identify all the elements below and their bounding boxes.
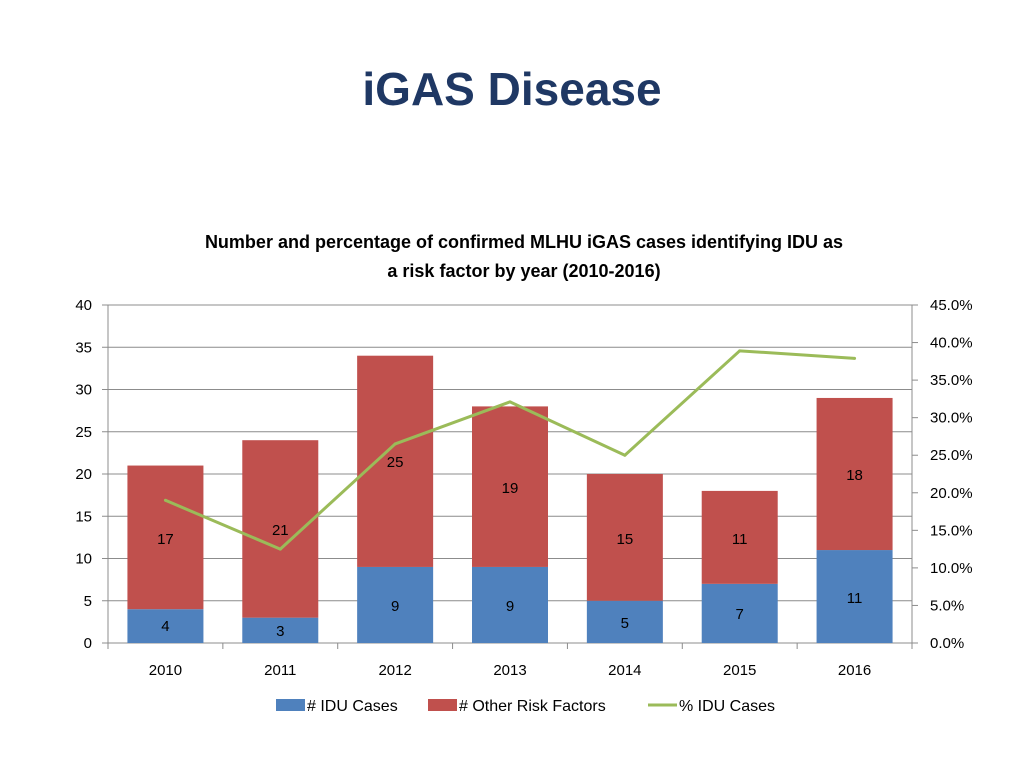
axes: 05101520253035400.0%5.0%10.0%15.0%20.0%2… (75, 297, 972, 679)
data-label-idu: 11 (847, 590, 863, 607)
data-label-other: 25 (387, 454, 404, 471)
y-tick-label: 5 (84, 593, 92, 610)
line-point-2011 (278, 547, 282, 551)
line-point-2012 (393, 442, 397, 446)
y2-tick-label: 20.0% (930, 485, 973, 502)
chart-title-line-2: a risk factor by year (2010-2016) (387, 261, 660, 281)
data-label-other: 17 (157, 531, 174, 548)
x-tick-label: 2014 (608, 662, 641, 679)
y2-tick-label: 35.0% (930, 372, 973, 389)
data-label-idu: 9 (391, 598, 399, 615)
data-label-other: 18 (846, 467, 863, 484)
bar-other-2013 (472, 406, 548, 567)
bar-other-2015 (701, 490, 778, 584)
bar-idu-2012 (357, 566, 434, 643)
legend-label-1: # Other Risk Factors (459, 698, 606, 715)
y2-tick-label: 10.0% (930, 560, 973, 577)
line-point-2015 (738, 349, 742, 353)
line-point-2010 (163, 498, 167, 502)
y2-tick-label: 40.0% (930, 335, 973, 352)
bar-idu-2016 (816, 550, 893, 643)
bar-other-2010 (127, 465, 204, 610)
data-label-other: 11 (732, 531, 748, 548)
data-label-idu: 4 (161, 618, 169, 635)
y2-tick-label: 15.0% (930, 522, 973, 539)
data-labels: 4 17 3 21 9 25 9 19 5 15 7 11 11 18 (157, 454, 863, 640)
x-tick-label: 2015 (723, 662, 756, 679)
x-tick-label: 2010 (149, 662, 182, 679)
line-series (163, 349, 857, 551)
bar-idu-2010 (127, 609, 204, 643)
y2-tick-label: 0.0% (930, 635, 964, 652)
bar-idu-2013 (472, 566, 548, 643)
data-label-other: 19 (502, 480, 519, 497)
bar-other-2016 (816, 397, 893, 551)
data-label-idu: 3 (276, 623, 284, 640)
legend-swatch-1 (428, 699, 457, 711)
bar-other-2014 (586, 474, 663, 601)
legend-label-0: # IDU Cases (307, 698, 398, 715)
chart-title: Number and percentage of confirmed MLHU … (205, 232, 843, 281)
bar-idu-2011 (242, 617, 319, 643)
line-point-2013 (508, 400, 512, 404)
data-label-idu: 5 (621, 615, 629, 632)
y2-tick-label: 5.0% (930, 597, 964, 614)
slide-title: iGAS Disease (362, 63, 662, 115)
legend: # IDU Cases # Other Risk Factors % IDU Cas… (276, 698, 775, 715)
y-tick-label: 15 (75, 508, 92, 525)
data-label-other: 15 (617, 531, 634, 548)
y2-tick-label: 45.0% (930, 297, 973, 314)
y2-tick-label: 25.0% (930, 447, 973, 464)
bars (127, 355, 893, 643)
y-tick-label: 25 (75, 424, 92, 441)
y-tick-label: 30 (75, 382, 92, 399)
y-tick-label: 35 (75, 339, 92, 356)
data-label-idu: 7 (736, 606, 744, 623)
bar-idu-2015 (701, 583, 778, 643)
legend-swatch-0 (276, 699, 305, 711)
y-tick-label: 20 (75, 466, 92, 483)
line-point-2016 (853, 356, 857, 360)
x-tick-label: 2011 (264, 662, 296, 679)
y-tick-label: 40 (75, 297, 92, 314)
x-tick-label: 2016 (838, 662, 871, 679)
bar-other-2011 (242, 440, 319, 618)
y-tick-label: 10 (75, 551, 92, 568)
legend-label-2: % IDU Cases (679, 698, 775, 715)
x-tick-label: 2013 (493, 662, 526, 679)
data-label-other: 21 (272, 522, 289, 539)
line-point-2014 (623, 453, 627, 457)
x-tick-label: 2012 (378, 662, 411, 679)
y2-tick-label: 30.0% (930, 410, 973, 427)
bar-idu-2014 (586, 600, 663, 643)
data-label-idu: 9 (506, 598, 514, 615)
chart-title-line-1: Number and percentage of confirmed MLHU … (205, 232, 843, 252)
y-tick-label: 0 (84, 635, 92, 652)
bar-other-2012 (357, 355, 434, 567)
